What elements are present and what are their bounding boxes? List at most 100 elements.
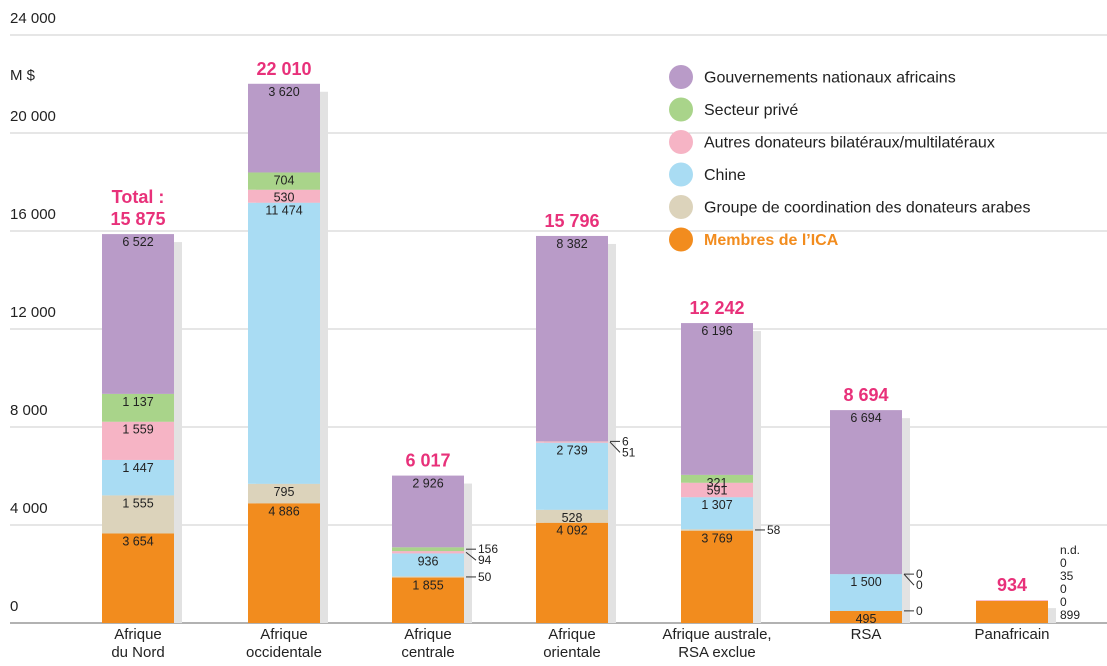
value-label: 0 [916,578,923,592]
bar-segment [536,442,608,510]
value-label: 0 [1060,595,1067,609]
leader-line [903,573,915,586]
bar-segment [830,410,902,575]
bar-segment [102,421,174,460]
leader-line [609,441,621,453]
value-label: 1 559 [122,423,153,437]
bar-segment [681,323,753,475]
value-label: 6 [622,434,629,448]
legend-label: Groupe de coordination des donateurs ara… [704,200,1030,217]
bar-segment [102,459,174,496]
value-label: 2 926 [412,477,443,491]
value-label: 0 [916,567,923,581]
y-tick-label: 8 000 [10,402,48,419]
value-label: 6 522 [122,235,153,249]
bar-segment [392,553,464,577]
value-label: 2 739 [556,444,587,458]
legend-swatch [669,130,693,154]
total-label: 934 [997,575,1027,595]
value-label: 936 [418,554,439,568]
value-label: 3 769 [701,532,732,546]
bar-segment [248,172,320,190]
bar-segment [976,600,1048,601]
value-label: 530 [274,191,295,205]
y-tick-label: 20 000 [10,108,56,125]
value-label: 6 694 [850,411,881,425]
leader-line [465,551,477,561]
value-label: 1 447 [122,461,153,475]
legend-label: Chine [704,167,746,184]
y-tick-label: 24 000 [10,10,56,27]
y-tick-label: 0 [10,598,18,615]
value-label: 6 196 [701,324,732,338]
value-label: 495 [856,612,877,626]
total-prefix: Total : [112,187,165,207]
value-label: n.d. [1060,543,1080,557]
x-tick-label: Afrique du Nord [111,626,165,661]
value-label: 51 [622,445,636,459]
value-label: 1 855 [412,579,443,593]
bar-segment [102,393,174,422]
x-tick-label: Afrique occidentale [246,626,322,661]
bar-segment [248,202,320,484]
y-tick-label: 4 000 [10,500,48,517]
total-label: 8 694 [843,385,888,405]
value-label: 0 [1060,556,1067,570]
x-tick-label: Afrique australe, RSA exclue [662,626,772,661]
bar-segment [830,574,902,611]
value-label: 11 474 [265,204,302,218]
bar-segment [248,189,320,203]
value-label: 0 [1060,582,1067,596]
x-tick-label: Panafricain [974,626,1050,643]
bar-segment [681,482,753,498]
bar-segment [392,475,464,548]
value-label: 4 092 [556,524,587,538]
value-label: 35 [1060,569,1074,583]
value-label: 156 [478,542,498,556]
x-tick-label: Afrique orientale [543,626,601,661]
value-label: 94 [478,553,492,567]
value-label: 1 137 [122,395,153,409]
bar-segment [392,551,464,554]
legend-swatch [669,195,693,219]
x-tick-label: Afrique centrale [401,626,455,661]
y-unit-label: M $ [10,67,36,84]
bar-segment [536,235,608,442]
value-label: 591 [707,484,728,498]
bar-segment [392,547,464,552]
value-label: 704 [274,173,295,187]
total-label: 12 242 [689,298,744,318]
legend-swatch [669,227,693,252]
value-label: 50 [478,570,492,584]
value-label: 795 [274,485,295,499]
value-label: 899 [1060,608,1080,622]
value-label: 58 [767,523,781,537]
bar-segment [830,610,902,623]
value-label: 321 [707,476,728,490]
value-label: 3 654 [122,534,153,548]
legend-label: Membres de l’ICA [704,232,839,249]
bar-segment [102,533,174,623]
bar-segment [976,600,1048,623]
bar-segment [392,576,464,578]
bar-segment [681,497,753,530]
y-tick-label: 16 000 [10,206,56,223]
x-tick-label: RSA [850,626,882,643]
value-label: 8 382 [556,237,587,251]
y-tick-label: 12 000 [10,304,56,321]
bar-segment [681,474,753,483]
total-label: 22 010 [256,59,311,79]
legend-label: Secteur privé [704,102,798,119]
bar-segment [248,503,320,623]
value-label: 1 500 [850,575,881,589]
value-label: 528 [562,511,583,525]
bar-segment [102,495,174,534]
total-label: 15 875 [110,209,165,229]
bar-segment [102,234,174,394]
bar-segment [681,529,753,531]
bar-segment [248,83,320,173]
bar-segment [681,530,753,623]
total-label: 15 796 [544,211,599,231]
